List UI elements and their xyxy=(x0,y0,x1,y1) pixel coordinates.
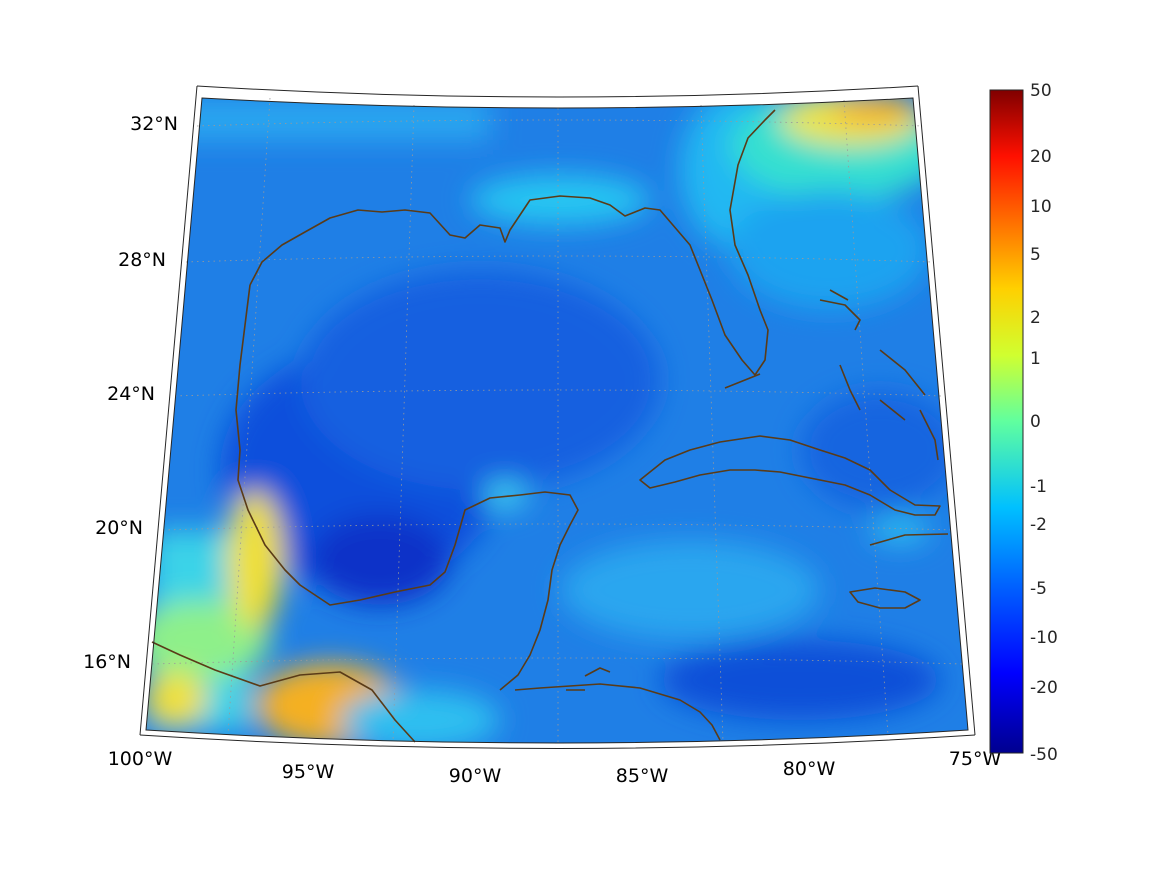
colorbar-label: 5 xyxy=(1030,245,1041,265)
colorbar-label: 2 xyxy=(1030,308,1041,328)
lat-label: 32°N xyxy=(130,113,178,135)
colorbar-label: -50 xyxy=(1030,745,1058,765)
colorbar-label: -5 xyxy=(1030,579,1047,599)
colorbar: 50 20 10 5 2 1 0 -1 -2 -5 -10 -20 -50 xyxy=(989,81,1058,765)
colorbar-label: 50 xyxy=(1030,81,1052,101)
colorbar-label: 0 xyxy=(1030,412,1041,432)
data-field xyxy=(146,98,968,743)
colorbar-label: 20 xyxy=(1030,147,1052,167)
colorbar-label: 1 xyxy=(1030,349,1041,369)
latitude-labels: 32°N 28°N 24°N 20°N 16°N xyxy=(83,113,178,673)
bahamas xyxy=(819,289,939,461)
pacific-coast xyxy=(151,641,416,743)
colorbar-label: -1 xyxy=(1030,477,1047,497)
central-america-coast xyxy=(514,683,721,741)
lon-label: 90°W xyxy=(449,765,502,787)
lat-label: 24°N xyxy=(107,383,155,405)
gulf-coast-north xyxy=(249,109,776,376)
graticule xyxy=(151,97,963,745)
coastlines xyxy=(151,109,949,743)
hispaniola-edge xyxy=(869,533,949,546)
cuba xyxy=(639,435,941,516)
colorbar-label: -20 xyxy=(1030,678,1058,698)
lat-label: 28°N xyxy=(118,249,166,271)
colorbar-label: -10 xyxy=(1030,628,1058,648)
colorbar-label: 10 xyxy=(1030,197,1052,217)
colorbar-labels: 50 20 10 5 2 1 0 -1 -2 -5 -10 -20 -50 xyxy=(1030,81,1058,765)
colorbar-scale xyxy=(989,89,1024,754)
florida-keys xyxy=(724,373,761,389)
longitude-labels: 100°W 95°W 90°W 85°W 80°W 75°W xyxy=(108,748,1002,787)
jamaica xyxy=(849,587,921,609)
map-frame xyxy=(139,85,976,749)
colorbar-label: -2 xyxy=(1030,515,1047,535)
lon-label: 80°W xyxy=(783,758,836,780)
lon-label: 85°W xyxy=(616,765,669,787)
lon-label: 95°W xyxy=(282,761,335,783)
honduras-islands xyxy=(566,667,611,691)
mexico-east-coast xyxy=(235,284,579,691)
lat-label: 20°N xyxy=(95,517,143,539)
lon-label: 75°W xyxy=(949,748,1002,770)
lat-label: 16°N xyxy=(83,651,131,673)
lon-label: 100°W xyxy=(108,748,173,770)
